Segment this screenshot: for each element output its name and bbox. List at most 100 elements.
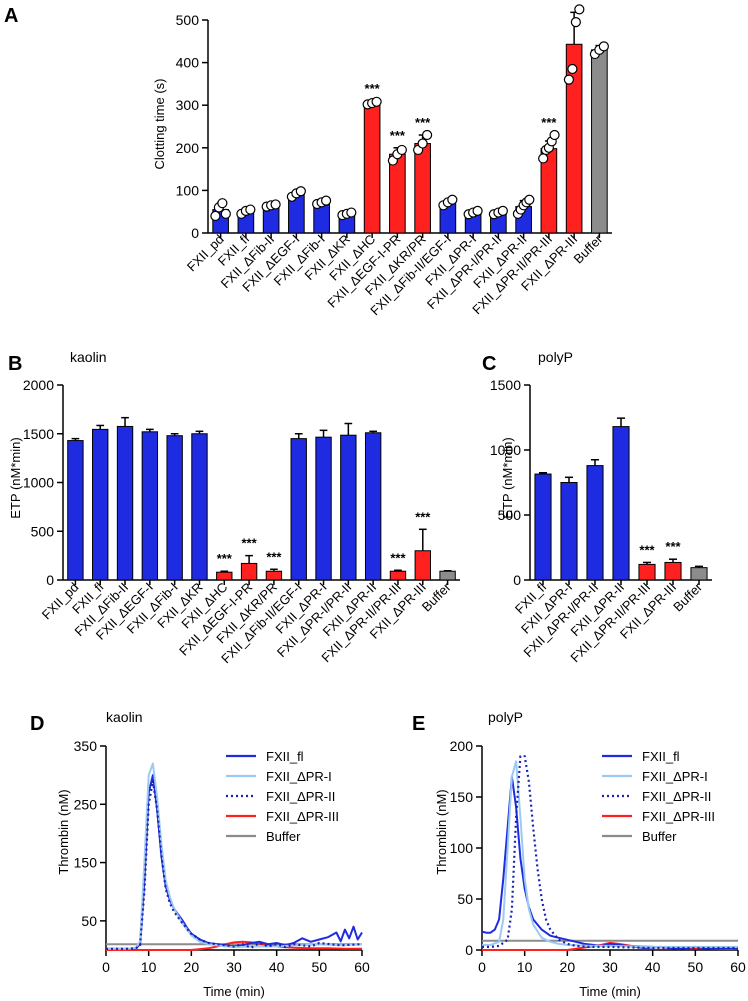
panel-c-bar bbox=[534, 473, 552, 581]
panel-b-title: kaolin bbox=[70, 349, 107, 365]
panel-a-data-point bbox=[598, 41, 609, 52]
panel-a-data-point bbox=[270, 199, 281, 210]
panel-b-y-tick-label: 0 bbox=[46, 572, 54, 588]
panel-a-bar bbox=[565, 43, 583, 234]
panel-d-legend-label: FXII_ΔPR-II bbox=[266, 789, 335, 804]
panel-c-bar bbox=[586, 465, 604, 581]
panel-d-xlabel: Time (min) bbox=[203, 984, 265, 999]
panel-b-bar bbox=[240, 562, 258, 581]
panel-b-category-label: Buffer bbox=[419, 579, 454, 614]
panel-a-bar bbox=[363, 102, 381, 234]
panel-d-legend-label: FXII_ΔPR-III bbox=[266, 809, 339, 824]
panel-a-bar bbox=[414, 143, 431, 234]
panel-d-y-tick-label: 150 bbox=[74, 855, 98, 871]
panel-a-data-point bbox=[538, 153, 549, 164]
panel-c-y-tick-label: 500 bbox=[498, 507, 522, 523]
panel-letter-c: C bbox=[482, 353, 496, 375]
panel-e-y-tick-label: 0 bbox=[465, 942, 473, 958]
panel-b-significance: *** bbox=[242, 536, 258, 551]
panel-e-ylabel: Thrombin (nM) bbox=[434, 789, 449, 874]
panel-b-bar bbox=[191, 433, 208, 581]
panel-a-data-point bbox=[497, 205, 508, 216]
panel-b-significance: *** bbox=[390, 550, 406, 565]
panel-a-y-tick-label: 200 bbox=[176, 140, 200, 156]
panel-a-data-point bbox=[371, 96, 382, 107]
panel-a-data-point bbox=[447, 194, 458, 205]
panel-b-bar bbox=[290, 438, 307, 581]
panel-d-ylabel: Thrombin (nM) bbox=[56, 789, 71, 874]
panel-d-legend-label: FXII_ΔPR-I bbox=[266, 769, 332, 784]
panel-e-x-tick-label: 40 bbox=[645, 959, 661, 975]
panel-e-legend-label: FXII_fl bbox=[642, 749, 680, 764]
panel-a-y-tick-label: 400 bbox=[176, 55, 200, 71]
panel-e-y-tick-label: 150 bbox=[450, 789, 474, 805]
panel-a-significance: *** bbox=[541, 115, 557, 130]
panel-a-data-point bbox=[320, 195, 332, 206]
panel-e-x-tick-label: 60 bbox=[730, 959, 746, 975]
panel-d-x-tick-label: 40 bbox=[269, 959, 285, 975]
panel-d-y-tick-label: 350 bbox=[74, 738, 98, 754]
panel-a-data-point bbox=[220, 208, 231, 219]
panel-a-data-point bbox=[210, 210, 221, 222]
panel-c-bar bbox=[560, 482, 578, 581]
panel-d-series-line bbox=[106, 779, 363, 950]
panel-b-bar bbox=[216, 571, 233, 581]
panel-d-x-tick-label: 0 bbox=[102, 959, 110, 975]
panel-a-data-point bbox=[417, 138, 428, 149]
panel-e-x-tick-label: 10 bbox=[517, 959, 533, 975]
panel-b-bar bbox=[439, 570, 456, 581]
panel-a-data-point bbox=[549, 129, 560, 141]
panel-e-x-tick-label: 0 bbox=[478, 959, 486, 975]
panel-a-data-point bbox=[570, 17, 581, 28]
panel-e-legend-label: FXII_ΔPR-II bbox=[642, 789, 711, 804]
panel-a-significance: *** bbox=[365, 81, 381, 96]
panel-b-y-tick-label: 500 bbox=[31, 523, 55, 539]
panel-letter-e: E bbox=[412, 713, 425, 735]
panel-a-y-tick-label: 0 bbox=[191, 225, 199, 241]
panel-b-significance: *** bbox=[266, 549, 282, 564]
panel-d-x-tick-label: 50 bbox=[312, 959, 328, 975]
panel-b-significance: *** bbox=[217, 551, 233, 566]
panel-a-y-tick-label: 300 bbox=[176, 97, 200, 113]
panel-e-x-tick-label: 30 bbox=[602, 959, 618, 975]
panel-e-series-line bbox=[482, 755, 738, 950]
panel-a-y-tick-label: 500 bbox=[176, 12, 200, 28]
panel-d-x-tick-label: 30 bbox=[226, 959, 242, 975]
panel-c-significance: *** bbox=[639, 542, 655, 557]
panel-letter-b: B bbox=[8, 353, 22, 375]
panel-a-significance: *** bbox=[415, 115, 431, 130]
panel-c-significance: *** bbox=[665, 539, 681, 554]
panel-e-y-tick-label: 200 bbox=[450, 738, 474, 754]
panel-d-x-tick-label: 20 bbox=[184, 959, 200, 975]
panel-e-title: polyP bbox=[488, 709, 523, 725]
panel-b-bar bbox=[141, 431, 159, 581]
panel-a-ylabel: Clotting time (s) bbox=[152, 78, 167, 169]
panel-c-y-tick-label: 0 bbox=[513, 572, 521, 588]
panel-a-data-point bbox=[217, 198, 228, 209]
panel-b-ylabel: ETP (nM*min) bbox=[8, 437, 23, 518]
panel-a-data-point bbox=[421, 129, 433, 141]
panel-c-bar bbox=[664, 561, 682, 581]
panel-c-category-label: Buffer bbox=[670, 579, 705, 614]
panel-c-bar bbox=[690, 567, 708, 581]
panel-e-series-line bbox=[482, 760, 738, 948]
panel-c-bar bbox=[638, 563, 656, 581]
panel-b-bar bbox=[364, 432, 382, 581]
panel-a-bar bbox=[591, 49, 608, 234]
panel-a-data-point bbox=[563, 74, 575, 85]
panel-d-y-tick-label: 250 bbox=[74, 796, 98, 812]
panel-a-significance: *** bbox=[390, 128, 406, 143]
panel-c-title: polyP bbox=[538, 349, 573, 365]
panel-e-legend-label: Buffer bbox=[642, 829, 677, 844]
panel-e-y-tick-label: 100 bbox=[450, 840, 474, 856]
panel-b-bar bbox=[67, 440, 84, 581]
panel-letter-a: A bbox=[4, 5, 18, 27]
panel-b-bar bbox=[414, 550, 431, 581]
panel-e-y-tick-label: 50 bbox=[457, 891, 473, 907]
panel-e-x-tick-label: 20 bbox=[560, 959, 576, 975]
panel-d-legend-label: FXII_fl bbox=[266, 749, 304, 764]
panel-a-data-point bbox=[346, 207, 357, 218]
panel-b-y-tick-label: 2000 bbox=[23, 377, 54, 393]
panel-d-x-tick-label: 60 bbox=[354, 959, 370, 975]
